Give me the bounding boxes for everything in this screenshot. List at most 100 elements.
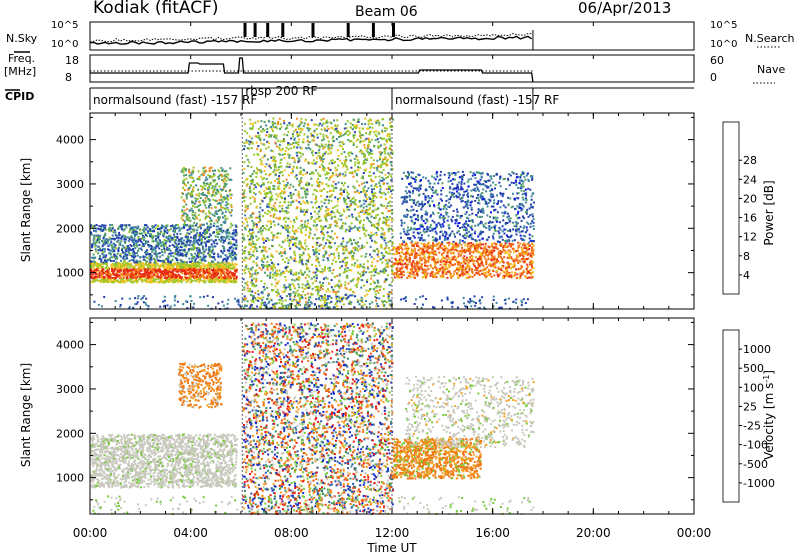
power-cell <box>384 269 387 272</box>
power-cell <box>345 270 348 273</box>
power-cell <box>134 270 137 273</box>
power-cell <box>363 181 366 184</box>
power-cell <box>97 267 100 270</box>
power-cell <box>148 255 151 258</box>
power-cell <box>134 247 137 250</box>
power-cell <box>351 294 354 297</box>
power-cell <box>102 281 105 284</box>
power-cell <box>371 239 373 242</box>
power-cell <box>144 234 147 236</box>
power-cell <box>374 139 377 142</box>
power-cell <box>307 267 310 270</box>
power-cell <box>304 284 307 287</box>
power-cell <box>283 133 286 136</box>
power-cell <box>182 199 185 202</box>
power-cell <box>262 249 265 252</box>
power-cell <box>226 268 229 271</box>
power-cell <box>248 257 251 260</box>
power-cell <box>212 198 215 201</box>
power-cell <box>275 145 278 148</box>
power-cell <box>301 283 304 286</box>
power-cell <box>280 196 283 199</box>
power-cell <box>171 224 174 227</box>
power-cell <box>211 185 214 188</box>
power-cell <box>152 269 155 272</box>
power-cell <box>145 224 148 227</box>
power-cell <box>229 189 232 192</box>
power-cell <box>197 242 200 245</box>
power-cell <box>211 273 214 276</box>
power-cell <box>292 235 294 238</box>
power-cell <box>163 273 166 276</box>
power-cell <box>227 173 229 176</box>
power-cell <box>351 200 354 203</box>
power-cell <box>176 227 179 230</box>
power-cell <box>92 277 95 280</box>
power-cell <box>173 240 176 243</box>
power-cell <box>193 221 196 224</box>
power-cell <box>102 243 105 246</box>
power-cell <box>326 136 329 139</box>
power-cell <box>177 265 180 268</box>
power-cell <box>111 246 114 249</box>
power-cell <box>221 211 224 214</box>
power-cell <box>209 250 212 253</box>
power-cell <box>320 195 323 198</box>
power-cell <box>348 205 351 208</box>
power-cell <box>173 233 176 236</box>
power-cell <box>101 271 104 274</box>
power-cell <box>174 268 177 270</box>
power-cell <box>201 275 204 278</box>
power-cell <box>274 266 277 269</box>
power-cell <box>307 260 310 263</box>
power-cell <box>227 270 229 273</box>
power-cell <box>98 225 101 228</box>
power-cell <box>185 261 188 264</box>
power-cell <box>376 248 379 251</box>
power-cell <box>204 184 207 187</box>
power-cell <box>141 232 144 235</box>
power-cell <box>230 178 233 181</box>
power-cell <box>343 199 346 202</box>
power-cell <box>224 257 227 260</box>
power-cell <box>340 192 343 194</box>
power-cell <box>375 135 378 138</box>
power-cell <box>193 264 196 267</box>
power-cell <box>352 196 355 199</box>
power-cell <box>113 253 116 256</box>
power-cell <box>147 244 150 246</box>
power-cell <box>359 237 362 240</box>
power-cell <box>293 304 296 307</box>
power-cell <box>161 271 163 274</box>
power-cell <box>144 272 146 275</box>
power-cell <box>246 267 249 270</box>
power-cell <box>314 162 317 165</box>
power-cell <box>271 269 274 272</box>
power-cell <box>197 238 200 241</box>
power-cell <box>260 280 263 283</box>
power-cell <box>369 288 372 291</box>
power-cell <box>220 236 223 239</box>
power-cell <box>316 289 319 292</box>
power-cell <box>199 210 202 213</box>
power-cell <box>334 196 337 199</box>
power-cell <box>378 285 381 288</box>
power-cell <box>187 188 190 191</box>
power-cell <box>208 254 211 257</box>
power-cell <box>291 171 294 174</box>
power-cell <box>331 230 334 233</box>
power-cell <box>167 255 170 258</box>
power-cell <box>175 224 178 226</box>
power-cell <box>256 239 259 242</box>
power-cell <box>106 271 109 274</box>
power-cell <box>224 221 227 224</box>
power-cell <box>257 289 259 292</box>
power-cell <box>316 181 319 184</box>
power-cell <box>121 244 124 247</box>
power-cell <box>198 272 201 275</box>
power-cell <box>142 243 144 245</box>
power-cell <box>288 226 291 229</box>
power-cell <box>375 186 378 188</box>
power-cell <box>297 227 300 230</box>
power-cell <box>179 228 182 231</box>
